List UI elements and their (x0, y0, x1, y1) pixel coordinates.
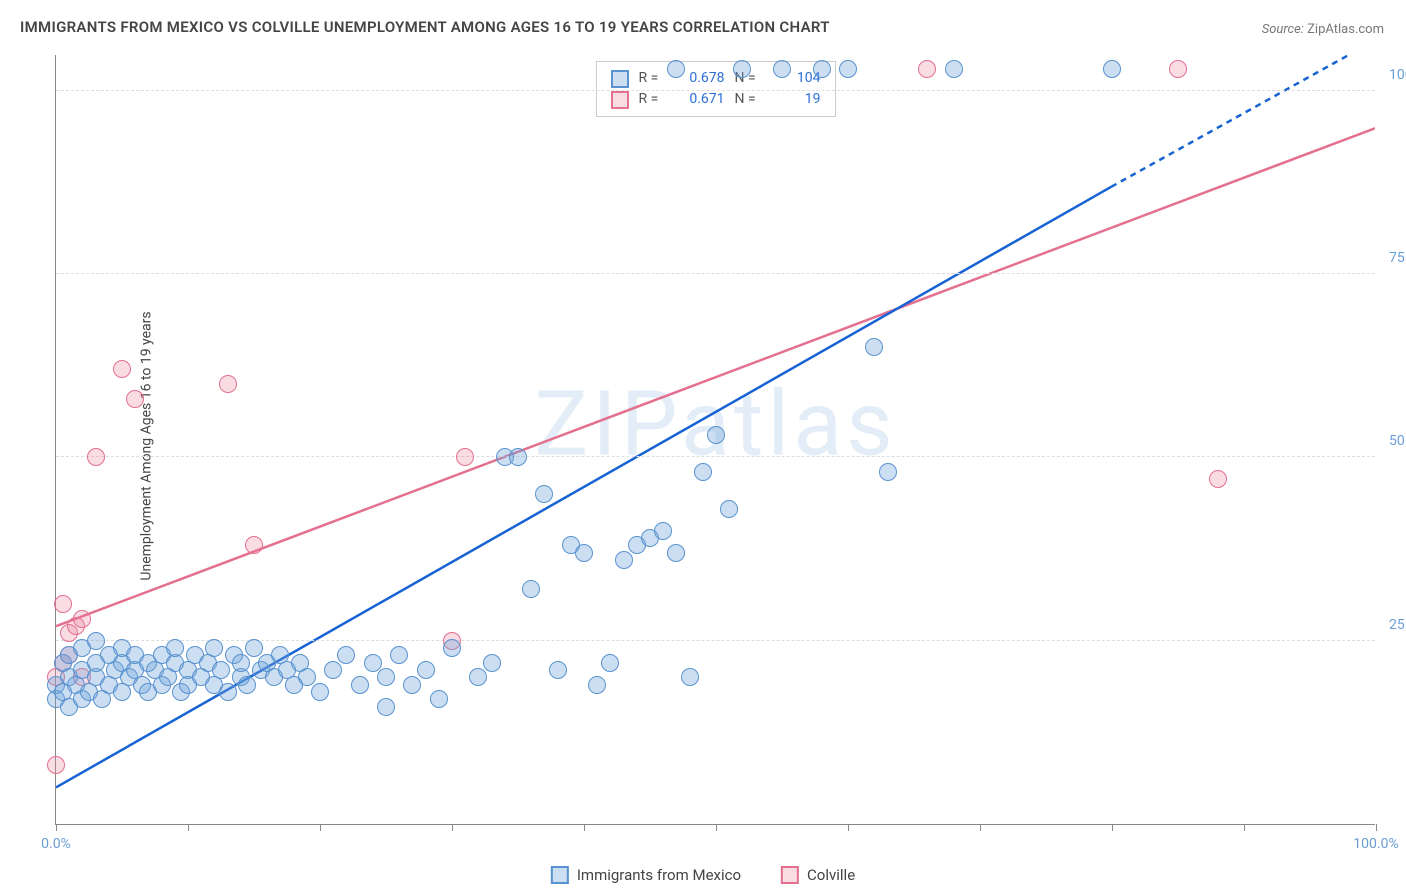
data-point-mexico (232, 654, 250, 672)
x-tick (716, 824, 717, 831)
chart-title: IMMIGRANTS FROM MEXICO VS COLVILLE UNEMP… (20, 18, 830, 36)
x-tick (452, 824, 453, 831)
legend-swatch-colville (781, 866, 799, 884)
data-point-mexico (351, 676, 369, 694)
data-point-colville (54, 595, 72, 613)
data-point-mexico (205, 639, 223, 657)
x-tick (1112, 824, 1113, 831)
data-point-mexico (720, 500, 738, 518)
legend-item-mexico: Immigrants from Mexico (551, 866, 741, 884)
data-point-mexico (364, 654, 382, 672)
y-tick-label: 75.0% (1379, 250, 1406, 266)
data-point-mexico (839, 60, 857, 78)
data-point-mexico (509, 448, 527, 466)
legend-label: Colville (807, 866, 855, 884)
legend-item-colville: Colville (781, 866, 855, 884)
source-label: Source: (1262, 22, 1304, 37)
gridline-h (56, 90, 1375, 91)
data-point-mexico (707, 426, 725, 444)
y-tick-label: 25.0% (1379, 617, 1406, 633)
gridline-h (56, 273, 1375, 274)
data-point-mexico (945, 60, 963, 78)
data-point-mexico (245, 639, 263, 657)
series-legend: Immigrants from Mexico Colville (551, 866, 855, 884)
y-tick-label: 50.0% (1379, 433, 1406, 449)
data-point-colville (219, 375, 237, 393)
data-point-colville (456, 448, 474, 466)
data-point-mexico (575, 544, 593, 562)
source-credit: Source: ZipAtlas.com (1262, 22, 1384, 37)
legend-swatch-colville (611, 91, 629, 109)
legend-n-value: 19 (773, 89, 821, 110)
data-point-mexico (694, 463, 712, 481)
source-value: ZipAtlas.com (1307, 22, 1384, 37)
legend-r-label: R = (639, 89, 667, 110)
data-point-mexico (469, 668, 487, 686)
data-point-colville (1169, 60, 1187, 78)
data-point-mexico (549, 661, 567, 679)
x-tick (980, 824, 981, 831)
data-point-mexico (667, 544, 685, 562)
watermark: ZIPatlas (534, 372, 896, 477)
x-tick (56, 824, 57, 831)
data-point-mexico (601, 654, 619, 672)
data-point-mexico (377, 698, 395, 716)
legend-n-label: N = (735, 89, 763, 110)
data-point-mexico (865, 338, 883, 356)
plot-area: ZIPatlas R =0.678N =104R =0.671N =19 25.… (55, 55, 1375, 825)
data-point-mexico (337, 646, 355, 664)
data-point-mexico (311, 683, 329, 701)
legend-r-value: 0.671 (677, 89, 725, 110)
data-point-mexico (667, 60, 685, 78)
x-tick-label: 0.0% (41, 836, 71, 852)
data-point-colville (73, 610, 91, 628)
x-tick (848, 824, 849, 831)
legend-swatch-mexico (551, 866, 569, 884)
data-point-mexico (733, 60, 751, 78)
data-point-mexico (681, 668, 699, 686)
data-point-mexico (377, 668, 395, 686)
data-point-mexico (324, 661, 342, 679)
data-point-mexico (166, 639, 184, 657)
x-tick (1244, 824, 1245, 831)
data-point-mexico (403, 676, 421, 694)
data-point-colville (918, 60, 936, 78)
data-point-mexico (588, 676, 606, 694)
x-tick (1376, 824, 1377, 831)
x-tick (584, 824, 585, 831)
data-point-colville (113, 360, 131, 378)
data-point-mexico (417, 661, 435, 679)
data-point-colville (245, 536, 263, 554)
data-point-mexico (654, 522, 672, 540)
data-point-mexico (813, 60, 831, 78)
data-point-colville (87, 448, 105, 466)
data-point-mexico (535, 485, 553, 503)
data-point-colville (1209, 470, 1227, 488)
legend-swatch-mexico (611, 70, 629, 88)
x-tick-label: 100.0% (1353, 836, 1398, 852)
data-point-mexico (87, 632, 105, 650)
data-point-mexico (212, 661, 230, 679)
data-point-mexico (219, 683, 237, 701)
data-point-mexico (390, 646, 408, 664)
data-point-colville (47, 756, 65, 774)
data-point-mexico (522, 580, 540, 598)
data-point-mexico (483, 654, 501, 672)
legend-label: Immigrants from Mexico (577, 866, 741, 884)
data-point-mexico (443, 639, 461, 657)
data-point-mexico (238, 676, 256, 694)
data-point-mexico (298, 668, 316, 686)
stats-legend-row-colville: R = 0.671 N = 19 (611, 89, 821, 110)
data-point-mexico (615, 551, 633, 569)
data-point-mexico (773, 60, 791, 78)
y-tick-label: 100.0% (1379, 67, 1406, 83)
data-point-mexico (430, 690, 448, 708)
data-point-colville (126, 390, 144, 408)
data-point-mexico (1103, 60, 1121, 78)
gridline-h (56, 456, 1375, 457)
legend-r-label: R = (639, 68, 667, 89)
data-point-mexico (879, 463, 897, 481)
x-tick (320, 824, 321, 831)
x-tick (188, 824, 189, 831)
